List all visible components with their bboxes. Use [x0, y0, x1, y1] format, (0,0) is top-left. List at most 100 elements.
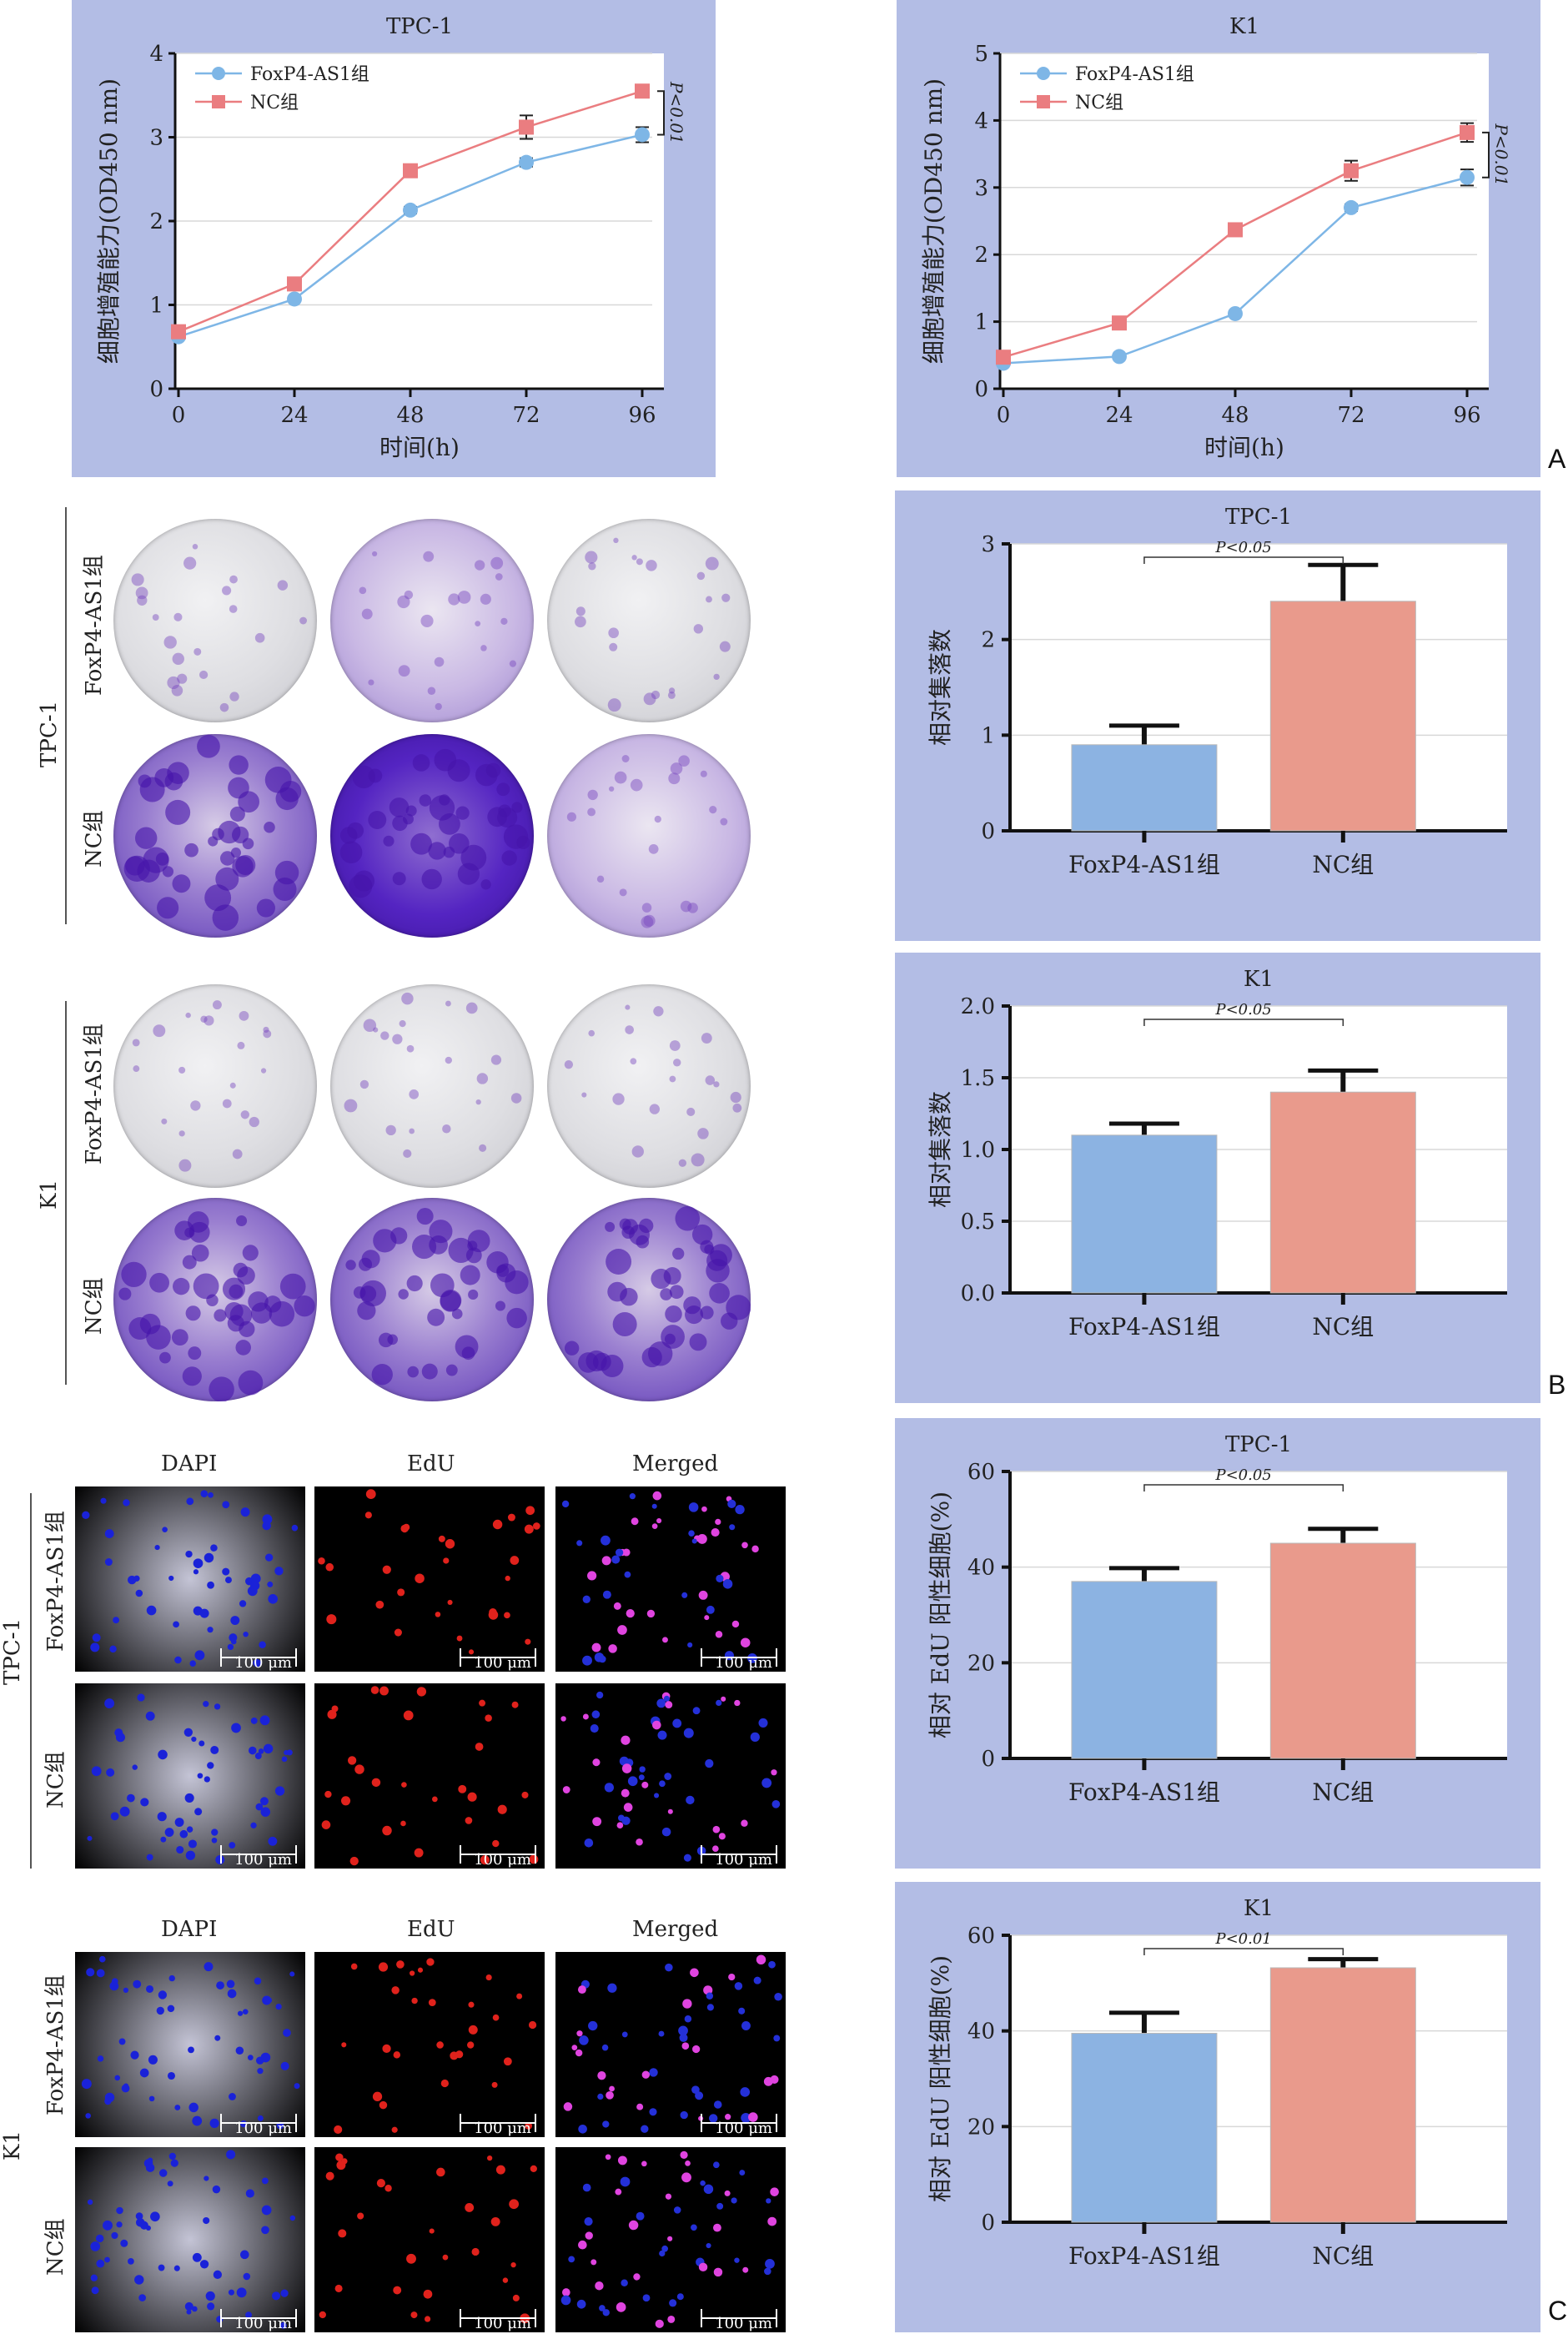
nucleus [711, 1845, 719, 1853]
nucleus [742, 2266, 749, 2273]
nucleus [571, 2045, 578, 2050]
nucleus [497, 1804, 507, 1814]
nucleus [113, 1617, 120, 1624]
nucleus [255, 1803, 264, 1811]
colony [691, 1224, 713, 1245]
nucleus [289, 2215, 296, 2221]
nucleus [382, 1565, 391, 1574]
nucleus [731, 1620, 740, 1628]
colony [575, 606, 585, 616]
nucleus [364, 1512, 372, 1519]
colony-dots [359, 551, 517, 711]
nucleus [197, 1773, 204, 1779]
colony [398, 1289, 409, 1300]
colony [631, 1145, 644, 1158]
nucleus [229, 2093, 236, 2100]
colony [596, 875, 605, 883]
nucleus [601, 1556, 611, 1566]
colony [460, 844, 487, 871]
tpc1-edu-divider [30, 1493, 32, 1869]
nucleus [186, 1826, 193, 1833]
nucleus [602, 2309, 610, 2316]
edu-image: 100 μm [314, 1952, 545, 2137]
nucleus [611, 1555, 621, 1564]
nuclei [87, 2150, 296, 2329]
colony [153, 1024, 166, 1038]
colony [406, 1044, 415, 1053]
nucleus [651, 1503, 657, 1509]
nucleus [335, 2153, 344, 2161]
colony [732, 1103, 742, 1113]
colony [721, 593, 731, 602]
nucleus [150, 2211, 160, 2222]
nucleus [597, 2071, 606, 2080]
significance-bracket [657, 90, 665, 136]
nucleus [340, 1796, 351, 1806]
nucleus [327, 1709, 337, 1719]
nucleus [485, 1714, 492, 1722]
colony [294, 1295, 315, 1317]
nucleus [245, 2311, 252, 2319]
nucleus [516, 1993, 523, 1999]
nucleus [563, 2102, 573, 2111]
colony [237, 1041, 245, 1049]
edu-image: 100 μm [314, 1486, 545, 1672]
colony-panel-k1: K1 0.0 0.5 1.0 1.5 2.0 相对集落数 FoxP4-AS1组 NC组 P<0.0… [895, 953, 1540, 1403]
nucleus [682, 1999, 692, 2009]
nucleus [403, 1710, 414, 1721]
colony [371, 1364, 393, 1386]
y-axis-label: 相对 EdU 阳性细胞(%) [927, 1491, 954, 1738]
nucleus [722, 1579, 733, 1589]
colony [412, 754, 430, 772]
colony [215, 867, 239, 891]
colony [397, 595, 410, 609]
colony [242, 1245, 259, 1261]
nucleus [458, 1784, 467, 1793]
colony [299, 616, 307, 625]
nucleus [341, 2042, 347, 2048]
nucleus [243, 1631, 249, 1637]
colony [263, 1026, 269, 1034]
nucleus [575, 2049, 583, 2057]
nucleus [410, 2311, 418, 2319]
nucleus [410, 1970, 415, 1976]
nucleus [170, 2159, 178, 2167]
legend-label: NC组 [1075, 93, 1123, 113]
colony [613, 537, 619, 544]
nucleus [199, 2260, 209, 2269]
colony [118, 1287, 132, 1300]
nucleus [235, 2046, 244, 2055]
y-axis-label: 相对 EdU 阳性细胞(%) [927, 1955, 954, 2202]
colony [235, 1340, 251, 1356]
nucleus [158, 2169, 168, 2177]
nucleus [191, 1736, 197, 1743]
colony [625, 1004, 631, 1010]
colony [188, 1221, 210, 1243]
nucleus [661, 2245, 669, 2252]
nucleus [145, 1711, 155, 1721]
nucleus [701, 1506, 707, 1512]
nucleus [267, 1581, 274, 1587]
nucleus [188, 2046, 194, 2054]
nucleus [226, 1979, 235, 1989]
colony [137, 595, 148, 606]
y-tick-label: 0 [981, 819, 995, 844]
nucleus [756, 1954, 766, 1964]
colony [248, 1291, 269, 1312]
nucleus [530, 2165, 537, 2172]
nucleus [659, 2250, 666, 2257]
nucleus [716, 2202, 724, 2210]
nucleus [134, 2275, 144, 2285]
colony [669, 1040, 681, 1051]
colony [448, 593, 460, 606]
nucleus [502, 2277, 509, 2283]
colony [173, 612, 183, 621]
nuclei [87, 1693, 293, 1865]
nucleus [130, 2050, 139, 2060]
nucleus [406, 2253, 416, 2264]
y-tick-label: 3 [149, 126, 163, 151]
colony [237, 1266, 255, 1285]
nuclei [82, 1490, 299, 1668]
nucleus [261, 2205, 272, 2216]
nucleus [591, 1710, 601, 1719]
